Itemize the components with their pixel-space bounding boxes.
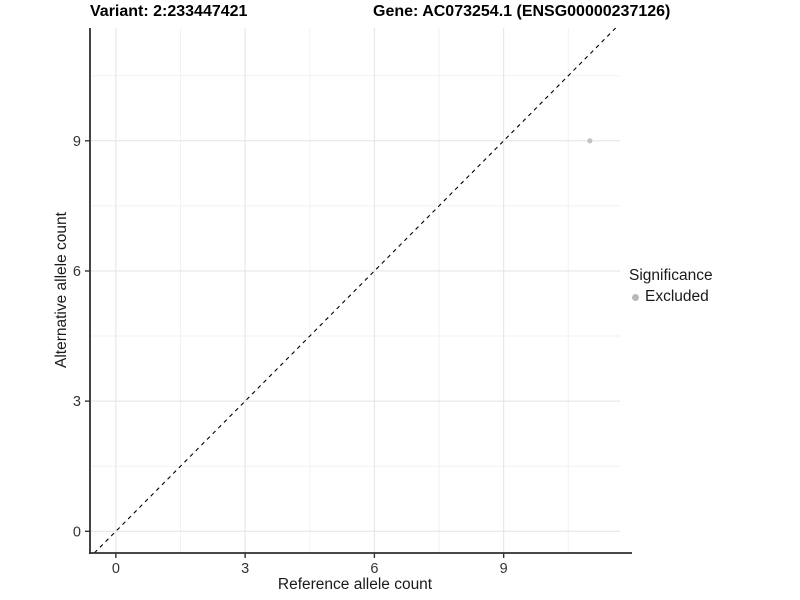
- variant-title: Variant: 2:233447421: [90, 3, 248, 20]
- excluded-point-swatch-icon: [632, 293, 639, 301]
- svg-text:9: 9: [500, 561, 508, 577]
- svg-text:3: 3: [73, 394, 81, 410]
- x-axis-title: Reference allele count: [277, 576, 433, 593]
- svg-text:6: 6: [73, 264, 81, 280]
- svg-text:6: 6: [370, 561, 378, 577]
- svg-text:0: 0: [112, 561, 120, 577]
- legend-item-excluded: Excluded: [629, 288, 713, 306]
- svg-text:9: 9: [73, 134, 81, 150]
- legend: Significance Excluded: [629, 267, 713, 306]
- gene-title: Gene: AC073254.1 (ENSG00000237126): [373, 3, 671, 20]
- svg-text:3: 3: [241, 561, 249, 577]
- y-axis-title: Alternative allele count: [53, 212, 70, 368]
- svg-text:0: 0: [73, 524, 81, 540]
- legend-item-label: Excluded: [645, 288, 709, 305]
- legend-title: Significance: [629, 267, 713, 284]
